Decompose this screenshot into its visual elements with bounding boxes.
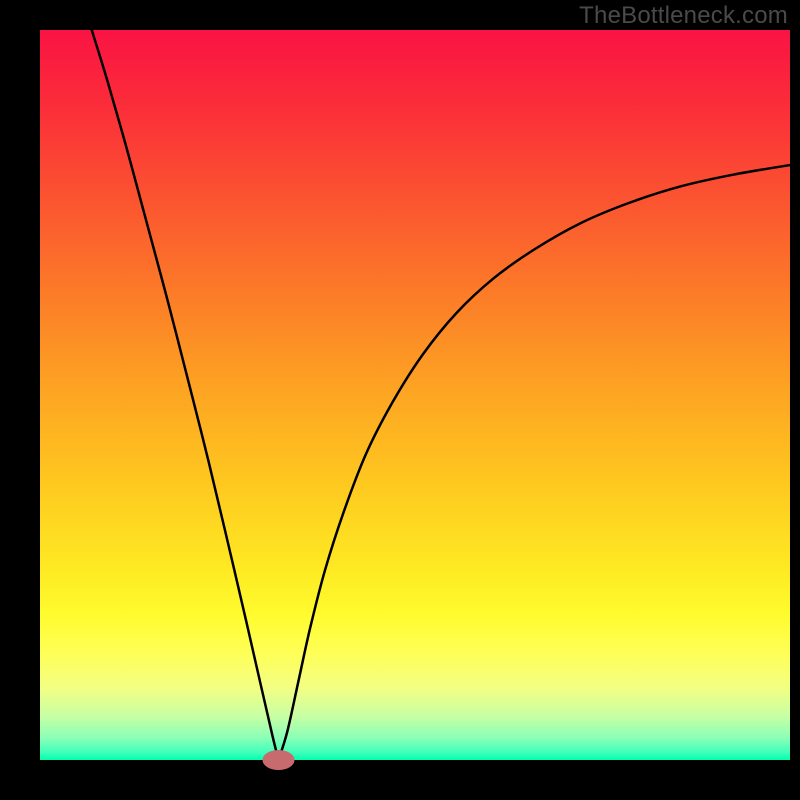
watermark-text: TheBottleneck.com [579, 2, 788, 30]
bottleneck-chart [0, 0, 800, 800]
chart-wrapper: TheBottleneck.com [0, 0, 800, 800]
optimum-marker [263, 750, 295, 770]
plot-background [40, 30, 790, 760]
